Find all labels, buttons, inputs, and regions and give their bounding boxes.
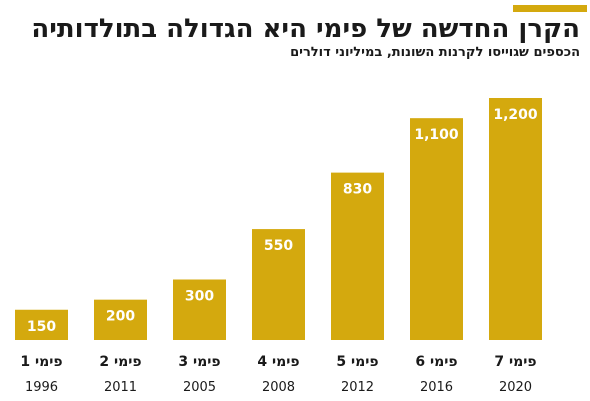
year-label-1: 1996 [25,380,58,395]
year-label-5: 2012 [341,380,374,395]
bar-value-label-6: 1,100 [414,127,459,143]
bar-7 [489,98,542,340]
bar-4 [252,229,305,340]
category-label-7: פימי 7 [494,354,536,370]
bar-value-label-1: 150 [27,319,56,335]
year-label-6: 2016 [420,380,453,395]
category-label-6: פימי 6 [415,354,457,370]
category-label-5: פימי 5 [336,354,378,370]
category-label-3: פימי 3 [178,354,220,370]
category-label-1: פימי 1 [20,354,62,370]
chart-title: הקרן החדשה של פימי היא הגדולה בתולדותיה [31,14,580,44]
year-label-2: 2011 [104,380,137,395]
bar-3 [173,279,226,340]
bar-value-label-7: 1,200 [493,107,538,123]
year-label-3: 2005 [183,380,216,395]
category-label-4: פימי 4 [257,354,299,370]
bar-6 [410,118,463,341]
bar-2 [94,299,147,340]
title-accent-bar [513,5,587,12]
chart-subtitle: הכספים שגוייסו לקרנות השונות, במיליוני ד… [290,45,580,60]
bar-value-label-2: 200 [106,309,135,325]
bar-value-label-3: 300 [185,289,214,305]
year-label-4: 2008 [262,380,295,395]
bar-value-label-4: 550 [264,238,293,254]
bar-5 [331,172,384,340]
year-label-7: 2020 [499,380,532,395]
bar-1 [15,309,68,340]
bar-value-label-5: 830 [343,182,372,198]
category-label-2: פימי 2 [99,354,141,370]
